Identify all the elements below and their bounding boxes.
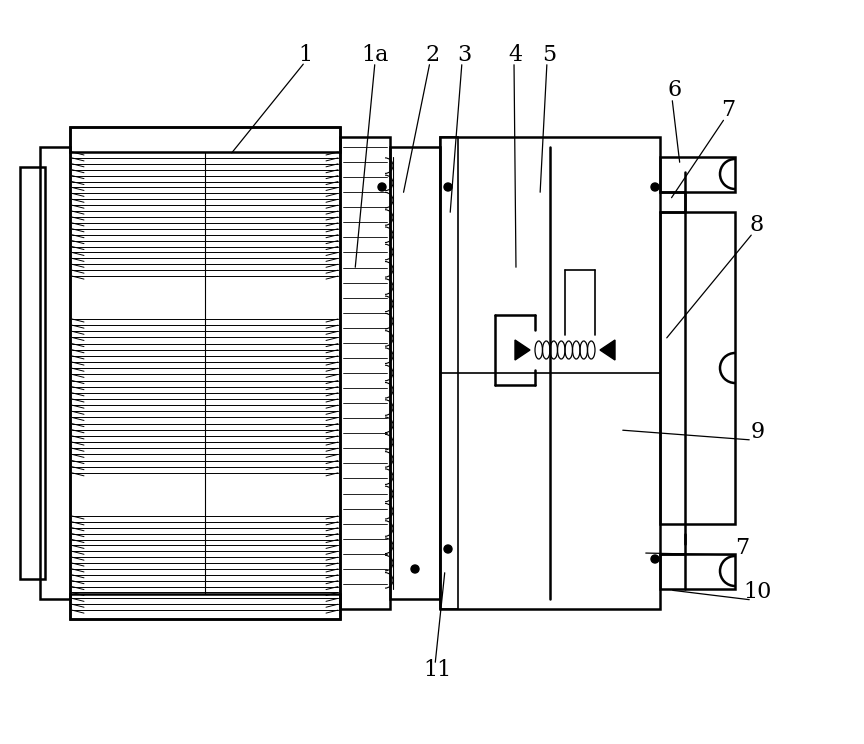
Circle shape — [444, 183, 452, 191]
Circle shape — [444, 545, 452, 553]
Bar — [660, 554, 735, 589]
Text: 10: 10 — [743, 581, 772, 603]
Text: 7: 7 — [721, 99, 735, 121]
Circle shape — [651, 183, 659, 191]
Circle shape — [411, 565, 419, 573]
Bar — [40, 147, 70, 599]
Text: 11: 11 — [422, 659, 451, 681]
Text: 4: 4 — [508, 44, 522, 66]
Bar — [660, 212, 735, 524]
Bar — [390, 147, 440, 599]
Bar — [440, 137, 660, 609]
Circle shape — [651, 555, 659, 563]
Polygon shape — [600, 340, 615, 360]
Text: 2: 2 — [425, 44, 439, 66]
Text: 7: 7 — [735, 537, 749, 559]
Bar — [72, 481, 338, 516]
Bar — [20, 167, 45, 579]
Text: 5: 5 — [542, 44, 556, 66]
Bar — [70, 127, 340, 619]
Bar — [70, 127, 340, 152]
Bar — [340, 137, 390, 609]
Bar — [660, 157, 735, 192]
Circle shape — [378, 183, 386, 191]
Bar — [70, 594, 340, 619]
Bar — [72, 284, 338, 319]
Text: 9: 9 — [751, 421, 765, 443]
Text: 3: 3 — [457, 44, 471, 66]
Text: 1: 1 — [298, 44, 312, 66]
Text: 1a: 1a — [361, 44, 389, 66]
Polygon shape — [515, 340, 530, 360]
Text: 8: 8 — [750, 214, 764, 236]
Text: 6: 6 — [668, 79, 682, 101]
Bar — [440, 137, 458, 609]
